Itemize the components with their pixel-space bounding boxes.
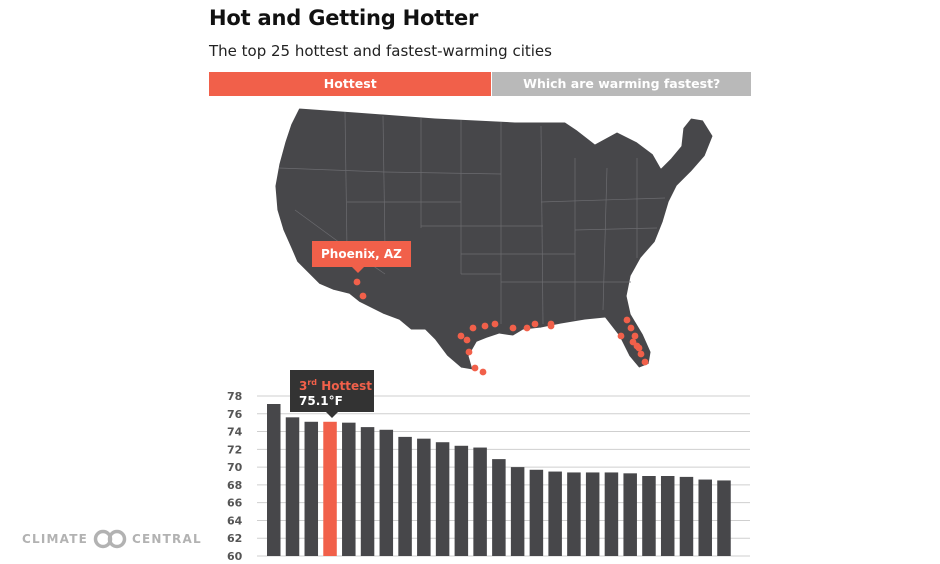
city-marker[interactable] bbox=[635, 344, 643, 352]
y-tick-label: 76 bbox=[227, 408, 243, 421]
y-tick-label: 70 bbox=[227, 461, 243, 474]
city-marker[interactable] bbox=[627, 324, 635, 332]
bar[interactable] bbox=[417, 438, 431, 556]
brand-rings-icon bbox=[93, 529, 127, 549]
city-marker[interactable] bbox=[471, 364, 479, 372]
y-tick-label: 62 bbox=[227, 532, 242, 545]
bar[interactable] bbox=[698, 479, 712, 556]
city-marker[interactable] bbox=[631, 332, 639, 340]
bar[interactable] bbox=[454, 445, 469, 556]
bar-chart-svg: 60 62 64 66 68 70 72 74 76 78 bbox=[227, 390, 750, 563]
y-tick-label: 66 bbox=[227, 497, 243, 510]
bar[interactable] bbox=[379, 429, 394, 556]
y-tick-label: 64 bbox=[227, 514, 243, 527]
y-tick-label: 60 bbox=[227, 550, 243, 563]
bar-chart: 60 62 64 66 68 70 72 74 76 78 bbox=[225, 388, 750, 564]
city-marker[interactable] bbox=[637, 350, 645, 358]
bar[interactable] bbox=[435, 442, 450, 556]
bar[interactable] bbox=[679, 476, 694, 556]
city-marker[interactable] bbox=[629, 338, 637, 346]
bar[interactable] bbox=[567, 472, 581, 556]
bar[interactable] bbox=[548, 471, 562, 556]
bar[interactable] bbox=[360, 427, 375, 556]
y-tick-label: 74 bbox=[227, 426, 243, 439]
bar[interactable] bbox=[585, 472, 600, 556]
bar[interactable] bbox=[642, 476, 656, 556]
city-marker[interactable] bbox=[353, 278, 361, 286]
us-map-svg bbox=[274, 107, 714, 376]
tooltip-rank: 3rd Hottest bbox=[299, 376, 374, 393]
city-marker[interactable] bbox=[481, 322, 489, 330]
city-markers bbox=[353, 278, 649, 376]
us-map bbox=[265, 98, 725, 383]
bar[interactable] bbox=[623, 473, 637, 556]
bar[interactable] bbox=[604, 472, 619, 556]
us-land-shape bbox=[274, 107, 714, 371]
bar-tooltip: 3rd Hottest 75.1°F bbox=[290, 370, 374, 418]
bar[interactable] bbox=[510, 467, 525, 556]
bar[interactable] bbox=[529, 469, 544, 556]
bar[interactable] bbox=[492, 459, 506, 556]
city-marker[interactable] bbox=[509, 324, 517, 332]
city-marker[interactable] bbox=[463, 336, 471, 344]
tab-warming-fastest[interactable]: Which are warming fastest? bbox=[492, 72, 751, 96]
city-marker[interactable] bbox=[479, 368, 487, 376]
tooltip-rank-suffix: rd bbox=[307, 378, 318, 387]
tooltip-rank-number: 3 bbox=[299, 379, 308, 393]
tab-hottest[interactable]: Hottest bbox=[209, 72, 492, 96]
bar[interactable] bbox=[473, 447, 487, 556]
tooltip-rank-text: Hottest bbox=[321, 379, 372, 393]
city-marker[interactable] bbox=[491, 320, 499, 328]
bar[interactable] bbox=[304, 421, 319, 556]
city-marker[interactable] bbox=[547, 320, 555, 328]
tooltip-value: 75.1°F bbox=[299, 394, 343, 408]
climate-central-logo: CLIMATE CENTRAL bbox=[22, 528, 202, 550]
bar-highlighted[interactable] bbox=[323, 421, 337, 556]
bar[interactable] bbox=[267, 404, 281, 556]
city-marker[interactable] bbox=[457, 332, 465, 340]
state-borders bbox=[278, 111, 666, 325]
y-tick-label: 72 bbox=[227, 443, 242, 456]
bar[interactable] bbox=[285, 417, 300, 556]
city-marker[interactable] bbox=[465, 348, 473, 356]
bar[interactable] bbox=[398, 436, 412, 556]
bar[interactable] bbox=[717, 480, 731, 556]
city-marker[interactable] bbox=[359, 292, 367, 300]
city-marker[interactable] bbox=[469, 324, 477, 332]
view-tabs: Hottest Which are warming fastest? bbox=[209, 72, 751, 96]
page-title: Hot and Getting Hotter bbox=[209, 6, 479, 30]
page-subtitle: The top 25 hottest and fastest-warming c… bbox=[209, 42, 552, 60]
bar[interactable] bbox=[660, 476, 675, 556]
city-marker[interactable] bbox=[641, 358, 649, 366]
y-tick-label: 78 bbox=[227, 390, 242, 403]
city-label-phoenix: Phoenix, AZ bbox=[312, 241, 411, 273]
city-marker[interactable] bbox=[531, 320, 539, 328]
city-marker[interactable] bbox=[617, 332, 625, 340]
city-marker[interactable] bbox=[623, 316, 631, 324]
y-tick-label: 68 bbox=[227, 479, 242, 492]
brand-left-text: CLIMATE bbox=[22, 532, 88, 546]
brand-right-text: CENTRAL bbox=[132, 532, 202, 546]
city-marker[interactable] bbox=[523, 324, 531, 332]
bar[interactable] bbox=[342, 422, 356, 556]
